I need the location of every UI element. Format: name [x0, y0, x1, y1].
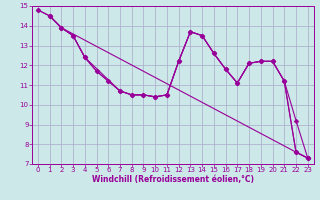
X-axis label: Windchill (Refroidissement éolien,°C): Windchill (Refroidissement éolien,°C) — [92, 175, 254, 184]
